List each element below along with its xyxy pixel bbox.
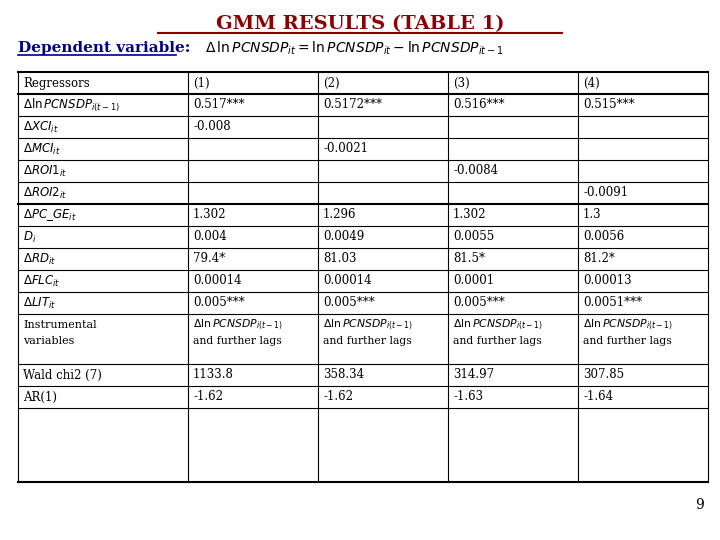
- Text: 81.03: 81.03: [323, 253, 356, 266]
- Text: and further lags: and further lags: [583, 335, 672, 346]
- Text: AR(1): AR(1): [23, 390, 57, 403]
- Text: -1.64: -1.64: [583, 390, 613, 403]
- Text: Regressors: Regressors: [23, 77, 90, 90]
- Text: and further lags: and further lags: [193, 335, 282, 346]
- Text: -1.62: -1.62: [193, 390, 223, 403]
- Text: 9: 9: [696, 498, 704, 512]
- Text: 81.5*: 81.5*: [453, 253, 485, 266]
- Text: $\Delta\ln PCNSDP_{i(t-1)}$: $\Delta\ln PCNSDP_{i(t-1)}$: [583, 318, 673, 332]
- Text: Wald chi2 (7): Wald chi2 (7): [23, 368, 102, 381]
- Text: 0.0055: 0.0055: [453, 231, 494, 244]
- Text: 1.302: 1.302: [453, 208, 487, 221]
- Text: 314.97: 314.97: [453, 368, 494, 381]
- Text: 0.516***: 0.516***: [453, 98, 505, 111]
- Text: GMM RESULTS (TABLE 1): GMM RESULTS (TABLE 1): [216, 15, 504, 33]
- Text: 0.0051***: 0.0051***: [583, 296, 642, 309]
- Text: 0.00013: 0.00013: [583, 274, 631, 287]
- Text: and further lags: and further lags: [323, 335, 412, 346]
- Text: $\Delta FLC_{it}$: $\Delta FLC_{it}$: [23, 273, 60, 288]
- Text: $\Delta LIT_{it}$: $\Delta LIT_{it}$: [23, 295, 56, 310]
- Text: $\Delta\ln PCNSDP_{i(t-1)}$: $\Delta\ln PCNSDP_{i(t-1)}$: [23, 96, 120, 114]
- Text: $\Delta\ln PCNSDP_{i(t-1)}$: $\Delta\ln PCNSDP_{i(t-1)}$: [323, 318, 413, 332]
- Text: -1.62: -1.62: [323, 390, 353, 403]
- Text: $\Delta MCI_{it}$: $\Delta MCI_{it}$: [23, 141, 60, 157]
- Text: 0.005***: 0.005***: [193, 296, 245, 309]
- Text: $\Delta ROI2_{it}$: $\Delta ROI2_{it}$: [23, 185, 67, 200]
- Text: 1.296: 1.296: [323, 208, 356, 221]
- Text: 0.0001: 0.0001: [453, 274, 494, 287]
- Text: 0.00014: 0.00014: [193, 274, 242, 287]
- Text: $\Delta\,\ln PCNSDP_{it} = \ln PCNSDP_{it} - \ln PCNSDP_{it-1}$: $\Delta\,\ln PCNSDP_{it} = \ln PCNSDP_{i…: [205, 39, 504, 57]
- Text: (2): (2): [323, 77, 340, 90]
- Text: $\Delta\ln PCNSDP_{i(t-1)}$: $\Delta\ln PCNSDP_{i(t-1)}$: [453, 318, 543, 332]
- Text: $\Delta ROI1_{it}$: $\Delta ROI1_{it}$: [23, 164, 67, 179]
- Text: Dependent variable:: Dependent variable:: [18, 41, 190, 55]
- Text: -0.008: -0.008: [193, 120, 230, 133]
- Text: 0.5172***: 0.5172***: [323, 98, 382, 111]
- Text: $\Delta RD_{it}$: $\Delta RD_{it}$: [23, 252, 56, 267]
- Text: and further lags: and further lags: [453, 335, 541, 346]
- Text: $D_{i}$: $D_{i}$: [23, 230, 36, 245]
- Text: -0.0091: -0.0091: [583, 186, 628, 199]
- Text: 0.005***: 0.005***: [453, 296, 505, 309]
- Text: 0.005***: 0.005***: [323, 296, 374, 309]
- Text: 79.4*: 79.4*: [193, 253, 225, 266]
- Text: $\Delta\ln PCNSDP_{i(t-1)}$: $\Delta\ln PCNSDP_{i(t-1)}$: [193, 318, 283, 332]
- Text: $\Delta PC\_GE_{it}$: $\Delta PC\_GE_{it}$: [23, 207, 76, 223]
- Text: -0.0084: -0.0084: [453, 165, 498, 178]
- Text: -1.63: -1.63: [453, 390, 483, 403]
- Text: 307.85: 307.85: [583, 368, 624, 381]
- Text: $\Delta XCI_{it}$: $\Delta XCI_{it}$: [23, 119, 58, 134]
- Text: (3): (3): [453, 77, 469, 90]
- Text: 0.515***: 0.515***: [583, 98, 634, 111]
- Text: 0.004: 0.004: [193, 231, 227, 244]
- Text: 0.0056: 0.0056: [583, 231, 624, 244]
- Text: 1133.8: 1133.8: [193, 368, 234, 381]
- Text: 358.34: 358.34: [323, 368, 364, 381]
- Text: -0.0021: -0.0021: [323, 143, 368, 156]
- Text: Instrumental: Instrumental: [23, 320, 96, 330]
- Text: (4): (4): [583, 77, 600, 90]
- Text: 1.3: 1.3: [583, 208, 602, 221]
- Text: 0.0049: 0.0049: [323, 231, 364, 244]
- Text: variables: variables: [23, 335, 74, 346]
- Text: 81.2*: 81.2*: [583, 253, 615, 266]
- Text: 1.302: 1.302: [193, 208, 227, 221]
- Text: (1): (1): [193, 77, 210, 90]
- Text: 0.517***: 0.517***: [193, 98, 245, 111]
- Text: 0.00014: 0.00014: [323, 274, 372, 287]
